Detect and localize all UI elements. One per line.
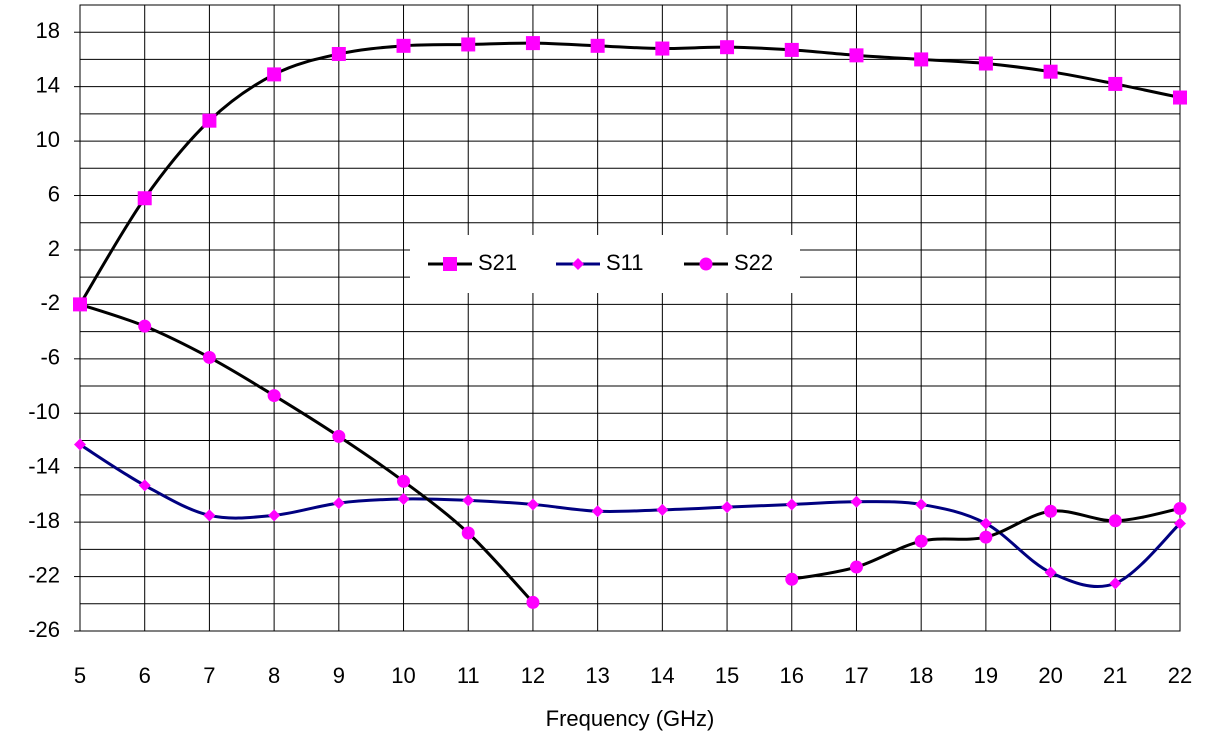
y-tick-label: 18 [36,18,60,43]
y-tick-label: 2 [48,236,60,261]
marker [572,258,584,270]
marker [462,494,475,507]
x-tick-label: 19 [974,663,998,688]
marker [137,191,152,206]
plot-border [79,4,1181,632]
y-tick-label: -18 [28,508,60,533]
marker [332,497,345,510]
marker [1109,577,1122,590]
y-tick-label: 14 [36,72,60,97]
y-tick-label: -22 [28,562,60,587]
x-tick-label: 11 [457,663,480,688]
marker [1174,517,1186,530]
x-axis-label: Frequency (GHz) [546,706,715,731]
legend-label: S21 [478,250,517,275]
marker [591,505,604,518]
marker [784,42,799,57]
marker [699,257,713,271]
marker [74,438,86,451]
y-tick-label: 10 [36,127,60,152]
x-tick-label: 18 [909,663,933,688]
x-tick-label: 10 [391,663,415,688]
x-tick-label: 17 [844,663,868,688]
marker [397,474,411,488]
marker [443,257,457,271]
marker [590,38,605,53]
marker [914,52,929,67]
marker [268,509,281,522]
marker [1108,76,1123,91]
x-tick-label: 20 [1038,663,1062,688]
legend-label: S22 [734,250,773,275]
y-tick-label: -10 [28,399,60,424]
x-tick-label: 9 [333,663,345,688]
marker [461,37,476,52]
marker [979,530,993,544]
x-tick-label: 21 [1103,663,1127,688]
marker [331,46,346,61]
x-tick-label: 22 [1168,663,1192,688]
marker [721,501,734,514]
y-tick-label: -6 [40,345,60,370]
x-tick-label: 5 [74,663,86,688]
marker [202,350,216,364]
marker [267,67,282,82]
marker [1108,514,1122,528]
x-tick-label: 6 [139,663,151,688]
marker [979,517,992,530]
marker [526,498,539,511]
marker [397,492,410,505]
legend-box [410,235,800,293]
marker [850,495,863,508]
marker [720,40,735,55]
marker [914,534,928,548]
legend-label: S11 [606,250,644,275]
marker [526,595,540,609]
marker [915,498,928,511]
marker [1043,64,1058,79]
marker [138,319,152,333]
x-tick-label: 15 [715,663,739,688]
marker [785,572,799,586]
y-tick-label: -2 [40,290,60,315]
marker [785,498,798,511]
x-tick-label: 13 [585,663,609,688]
marker [396,38,411,53]
y-tick-label: -26 [28,617,60,642]
marker [332,429,346,443]
marker [1044,504,1058,518]
x-tick-label: 7 [203,663,215,688]
marker [849,48,864,63]
marker [1173,90,1187,105]
marker [978,56,993,71]
series-line [80,302,1180,604]
marker [73,297,87,311]
marker [655,41,670,56]
marker [849,560,863,574]
x-tick-label: 14 [650,663,674,688]
series-line [80,443,1180,588]
marker [267,389,281,403]
y-tick-label: -14 [28,454,60,479]
marker [656,503,669,516]
marker [138,479,151,492]
marker [202,113,217,128]
x-tick-label: 16 [780,663,804,688]
x-tick-label: 8 [268,663,280,688]
y-tick-label: 6 [48,181,60,206]
marker [1044,566,1057,579]
marker [1173,502,1187,516]
marker [525,36,540,51]
marker [203,509,216,522]
marker [461,526,475,540]
x-tick-label: 12 [521,663,545,688]
